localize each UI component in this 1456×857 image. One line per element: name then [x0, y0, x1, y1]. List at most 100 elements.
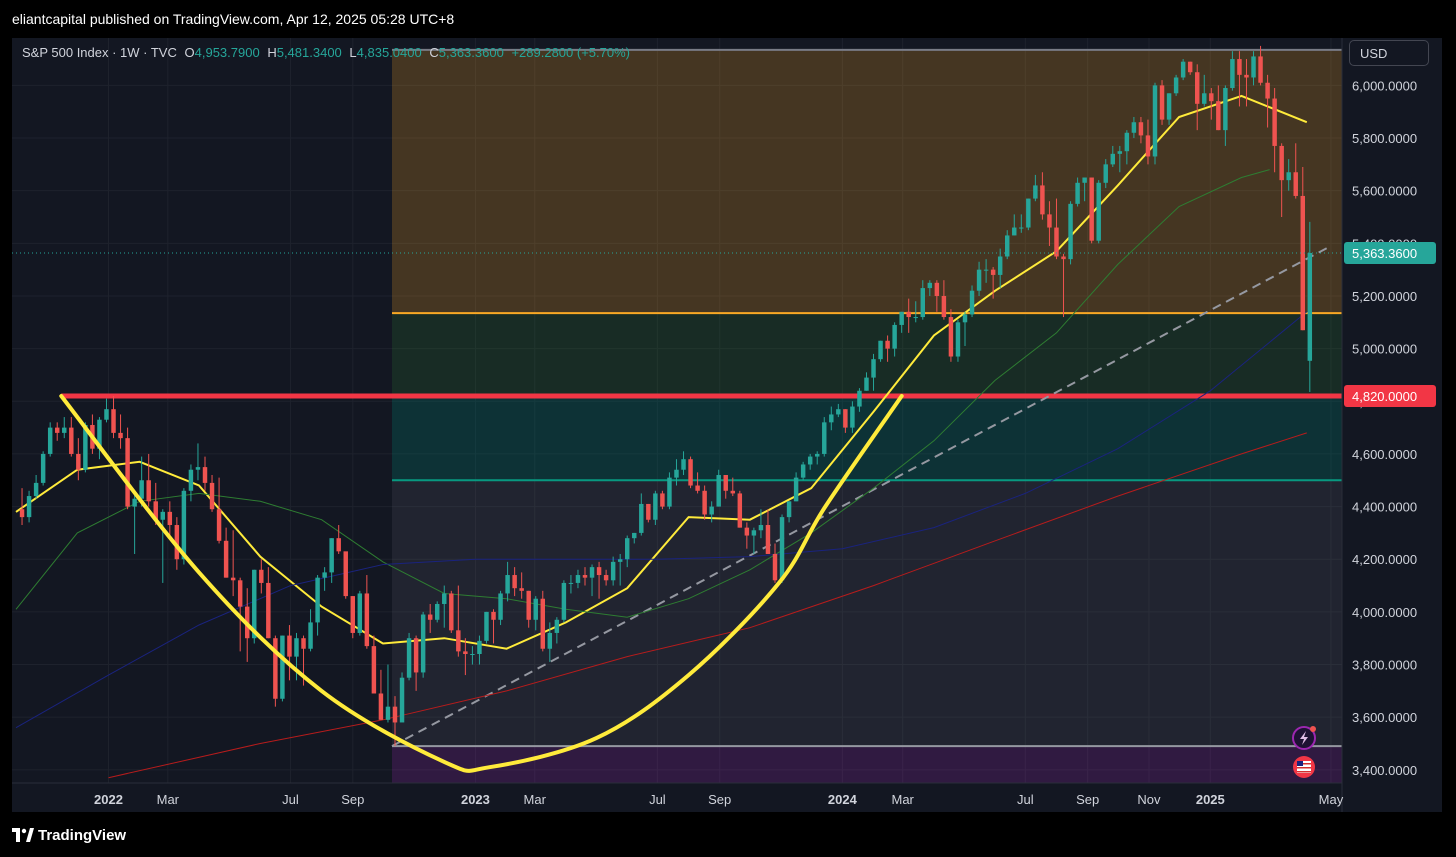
candle-body[interactable]	[913, 317, 918, 319]
dashed-trendline[interactable]	[391, 245, 1332, 748]
candle-body[interactable]	[688, 459, 693, 486]
candle-body[interactable]	[97, 419, 102, 449]
candle-body[interactable]	[62, 427, 67, 433]
candle-body[interactable]	[1110, 153, 1116, 165]
candle-body[interactable]	[540, 598, 546, 649]
candle-body[interactable]	[406, 638, 412, 678]
candle-body[interactable]	[1047, 214, 1052, 228]
price-chart[interactable]: 3,400.0000 3,600.0000 3,800.0000 4,000.0000…	[12, 38, 1442, 812]
candle-body[interactable]	[19, 509, 25, 518]
candle-body[interactable]	[350, 596, 356, 633]
candle-body[interactable]	[554, 619, 560, 633]
candle-body[interactable]	[864, 377, 869, 391]
candle-body[interactable]	[301, 638, 306, 649]
candle-body[interactable]	[1209, 93, 1214, 102]
candle-body[interactable]	[357, 593, 363, 633]
candle-body[interactable]	[1040, 185, 1045, 215]
candle-body[interactable]	[1075, 182, 1080, 204]
candle-body[interactable]	[125, 438, 130, 507]
candle-body[interactable]	[681, 459, 686, 470]
candle-body[interactable]	[378, 693, 384, 720]
candle-body[interactable]	[132, 498, 137, 507]
candle-body[interactable]	[26, 496, 32, 518]
candle-body[interactable]	[1068, 203, 1073, 260]
candle-body[interactable]	[800, 464, 806, 478]
candle-body[interactable]	[146, 480, 151, 502]
candle-body[interactable]	[624, 538, 630, 560]
candle-body[interactable]	[1244, 74, 1249, 78]
candle-body[interactable]	[744, 527, 750, 536]
candle-body[interactable]	[948, 317, 954, 357]
candle-body[interactable]	[1117, 151, 1123, 154]
candle-body[interactable]	[927, 282, 933, 289]
candle-body[interactable]	[878, 340, 883, 360]
candle-body[interactable]	[266, 582, 271, 639]
candle-body[interactable]	[399, 677, 405, 723]
candle-body[interactable]	[491, 611, 496, 620]
candle-body[interactable]	[1082, 177, 1087, 183]
candle-body[interactable]	[322, 572, 327, 578]
candle-body[interactable]	[1202, 93, 1207, 104]
candle-body[interactable]	[765, 525, 771, 554]
candle-body[interactable]	[449, 593, 454, 631]
candle-body[interactable]	[969, 290, 975, 315]
candle-body[interactable]	[723, 474, 728, 491]
candle-body[interactable]	[139, 480, 144, 499]
candle-body[interactable]	[392, 706, 398, 723]
candle-body[interactable]	[202, 467, 208, 483]
candle-body[interactable]	[1012, 227, 1017, 236]
candle-body[interactable]	[892, 324, 897, 349]
candle-body[interactable]	[843, 409, 848, 428]
candle-body[interactable]	[1194, 72, 1200, 104]
candle-body[interactable]	[76, 453, 81, 470]
candle-body[interactable]	[829, 414, 834, 423]
candle-body[interactable]	[40, 453, 46, 483]
candle-body[interactable]	[259, 569, 264, 583]
candle-body[interactable]	[561, 582, 567, 620]
candle-body[interactable]	[1173, 77, 1179, 94]
candle-body[interactable]	[639, 503, 644, 533]
candle-body[interactable]	[772, 553, 778, 581]
candle-body[interactable]	[695, 485, 700, 491]
candle-body[interactable]	[427, 614, 433, 620]
candle-body[interactable]	[385, 706, 391, 720]
candle-body[interactable]	[83, 424, 88, 470]
candle-body[interactable]	[1033, 185, 1038, 199]
candle-body[interactable]	[568, 582, 574, 584]
candle-body[interactable]	[603, 575, 609, 581]
candle-body[interactable]	[413, 638, 419, 673]
candle-body[interactable]	[1138, 122, 1144, 136]
candle-body[interactable]	[1026, 198, 1031, 228]
candle-body[interactable]	[104, 409, 109, 420]
candle-body[interactable]	[153, 501, 158, 520]
candle-body[interactable]	[420, 614, 426, 673]
candle-body[interactable]	[69, 427, 74, 454]
candle-body[interactable]	[329, 538, 334, 573]
candle-body[interactable]	[934, 282, 940, 296]
candle-body[interactable]	[223, 540, 229, 578]
candle-body[interactable]	[470, 654, 475, 656]
candle-body[interactable]	[160, 511, 166, 520]
candle-body[interactable]	[33, 482, 39, 497]
candle-body[interactable]	[209, 482, 215, 510]
candle-body[interactable]	[1265, 82, 1270, 99]
candle-body[interactable]	[906, 311, 911, 318]
candle-body[interactable]	[962, 314, 968, 323]
candle-body[interactable]	[195, 467, 201, 470]
candle-body[interactable]	[575, 575, 581, 583]
candle-body[interactable]	[660, 493, 665, 507]
candle-body[interactable]	[920, 288, 926, 318]
candle-body[interactable]	[1124, 132, 1130, 152]
candle-body[interactable]	[1216, 101, 1221, 131]
candle-body[interactable]	[1061, 256, 1066, 260]
candle-body[interactable]	[216, 509, 222, 541]
candle-body[interactable]	[526, 590, 531, 620]
candle-body[interactable]	[737, 493, 743, 528]
candle-body[interactable]	[899, 311, 904, 325]
cup-curve-drawing[interactable]	[59, 394, 904, 773]
candle-body[interactable]	[273, 638, 278, 699]
candle-body[interactable]	[582, 575, 588, 578]
candle-body[interactable]	[547, 632, 553, 649]
candle-body[interactable]	[596, 567, 602, 576]
candle-body[interactable]	[1166, 93, 1172, 120]
